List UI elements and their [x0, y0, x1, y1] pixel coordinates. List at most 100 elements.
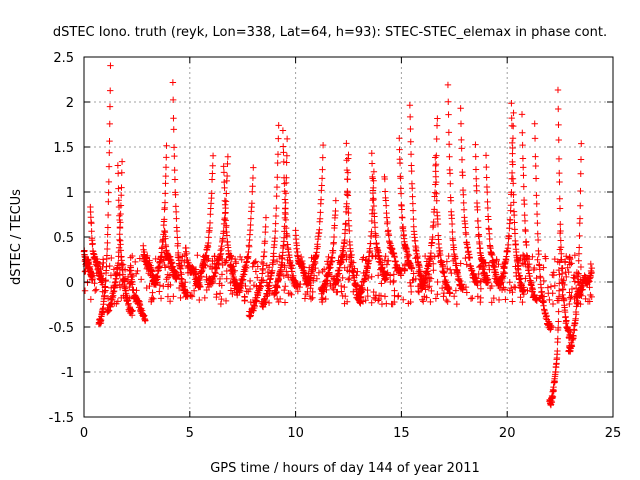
data-point	[578, 284, 585, 291]
data-point	[488, 299, 495, 306]
data-point	[415, 261, 423, 269]
data-point	[556, 169, 563, 177]
data-point	[319, 298, 326, 306]
data-point	[382, 253, 389, 260]
data-point	[85, 258, 93, 266]
data-point	[328, 254, 336, 261]
data-point	[511, 219, 518, 226]
data-point	[407, 151, 415, 158]
data-point	[401, 262, 409, 269]
data-point	[212, 270, 219, 277]
data-point	[223, 267, 230, 275]
data-point	[162, 180, 169, 187]
data-point	[370, 196, 377, 203]
data-point	[558, 270, 566, 277]
data-point	[433, 122, 441, 129]
data-point	[362, 297, 369, 304]
data-point	[209, 257, 216, 265]
data-point	[341, 300, 348, 307]
data-point	[529, 288, 536, 295]
data-point	[549, 300, 557, 308]
data-point	[332, 197, 340, 204]
data-point	[360, 254, 367, 261]
data-point	[458, 156, 466, 163]
data-point	[288, 291, 295, 298]
data-point	[208, 176, 216, 183]
data-point	[127, 267, 134, 274]
data-point	[363, 271, 371, 279]
data-point	[98, 270, 105, 278]
data-point	[266, 287, 274, 295]
data-point	[375, 258, 383, 265]
data-point	[563, 253, 570, 260]
data-point	[350, 288, 357, 295]
data-point	[328, 273, 336, 280]
data-point	[344, 192, 352, 199]
data-point	[89, 276, 96, 283]
data-point	[505, 233, 513, 240]
data-point	[270, 256, 277, 264]
data-point	[305, 270, 312, 277]
data-point	[346, 263, 354, 271]
data-point	[324, 258, 331, 265]
data-point	[106, 103, 114, 110]
data-point	[250, 282, 258, 289]
data-point	[554, 258, 562, 265]
data-point	[216, 290, 224, 297]
data-point	[557, 221, 564, 228]
data-point	[561, 281, 568, 289]
data-point	[234, 291, 241, 299]
data-point	[170, 115, 177, 122]
data-point	[282, 210, 289, 218]
data-point	[178, 280, 186, 287]
data-point	[588, 264, 596, 272]
x-axis-label: GPS time / hours of day 144 of year 2011	[210, 461, 480, 476]
data-point	[353, 281, 361, 289]
data-point	[578, 292, 585, 299]
data-point	[555, 266, 563, 274]
data-point	[371, 213, 378, 220]
data-point	[142, 254, 149, 261]
data-point	[409, 200, 417, 207]
data-point	[495, 261, 502, 268]
data-point	[457, 105, 464, 112]
data-point	[460, 206, 468, 213]
data-point	[535, 250, 542, 258]
data-point	[319, 294, 326, 302]
data-point	[369, 206, 376, 214]
data-point	[308, 254, 315, 262]
data-point	[194, 252, 201, 259]
data-point	[448, 269, 455, 277]
data-point	[385, 232, 393, 239]
data-point	[353, 294, 360, 301]
data-point	[173, 276, 180, 283]
data-point	[282, 283, 289, 290]
data-point	[393, 267, 401, 275]
data-point	[170, 293, 177, 300]
data-point	[258, 258, 266, 266]
data-point	[554, 86, 562, 94]
data-point	[519, 155, 527, 162]
data-point	[370, 288, 377, 296]
data-point	[229, 290, 236, 298]
data-point	[251, 259, 258, 266]
data-point	[181, 258, 188, 266]
data-point	[381, 293, 389, 300]
data-point	[511, 230, 519, 237]
data-point	[458, 145, 465, 152]
data-point	[205, 239, 212, 247]
data-point	[173, 227, 181, 235]
data-point	[555, 308, 562, 315]
data-point	[327, 280, 334, 288]
data-point	[555, 105, 562, 113]
data-point	[330, 239, 337, 246]
data-point	[332, 207, 339, 215]
data-point	[273, 192, 280, 200]
data-point	[508, 169, 516, 177]
data-point	[319, 267, 326, 275]
data-point	[272, 220, 279, 227]
data-point	[411, 237, 419, 245]
data-point	[205, 255, 212, 262]
data-point	[430, 218, 437, 226]
data-point	[339, 274, 346, 282]
